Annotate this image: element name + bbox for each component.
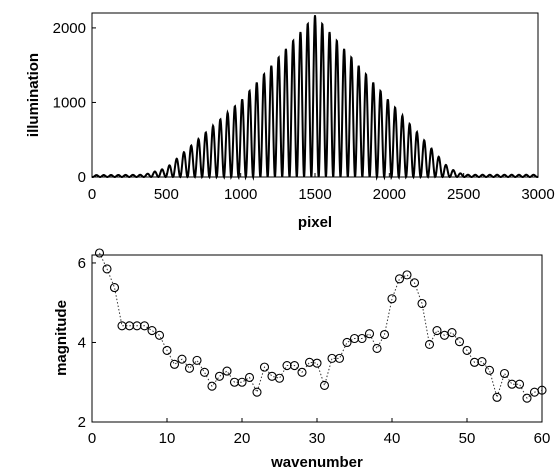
data-point [454, 337, 465, 347]
data-point [109, 283, 120, 293]
data-point [447, 327, 457, 338]
data-point [304, 357, 315, 367]
data-point [214, 371, 225, 381]
data-point [357, 333, 367, 344]
data-point [342, 337, 352, 348]
x-tick-label: 50 [459, 430, 476, 447]
data-point [297, 367, 307, 377]
data-point [432, 325, 442, 336]
data-point [417, 298, 427, 309]
data-point [252, 387, 262, 397]
y-tick-label: 4 [78, 334, 86, 351]
data-point [372, 343, 382, 353]
data-point [492, 392, 502, 402]
y-axis-label-top: illumination [25, 53, 42, 137]
illumination-line [91, 15, 539, 181]
y-tick-label: 2000 [53, 20, 86, 37]
data-point [102, 264, 112, 274]
data-point [514, 379, 525, 389]
data-point [199, 367, 210, 377]
data-point [147, 325, 157, 336]
x-tick-label: 2000 [373, 186, 406, 203]
data-point [177, 354, 187, 364]
data-point [522, 393, 532, 403]
x-ticks-top: 0 500 1000 1500 2000 2500 3000 [88, 173, 555, 203]
data-point [394, 274, 405, 284]
x-tick-label: 500 [154, 186, 179, 203]
data-point [289, 360, 300, 371]
x-tick-label: 3000 [521, 186, 554, 203]
x-tick-label: 1000 [224, 186, 257, 203]
data-point [477, 357, 487, 367]
y-axis-label-bottom: magnitude [53, 300, 70, 376]
data-point [117, 321, 127, 331]
plot-frame-bottom [91, 254, 543, 423]
data-point [387, 294, 397, 304]
x-tick-label: 40 [384, 430, 401, 447]
data-point [139, 321, 150, 331]
data-point [499, 368, 510, 379]
data-point [462, 345, 472, 355]
x-tick-label: 0 [88, 430, 96, 447]
x-tick-label: 0 [88, 186, 96, 203]
y-tick-label: 1000 [53, 94, 86, 111]
magnitude-dotted-line [99, 252, 543, 400]
y-tick-label: 6 [78, 255, 86, 272]
data-point [162, 345, 172, 355]
data-point [169, 359, 180, 369]
data-point [484, 365, 495, 375]
data-point [424, 339, 435, 350]
data-point [259, 362, 270, 372]
data-point [507, 379, 517, 389]
data-point [207, 381, 217, 391]
y-ticks-top: 0 1000 2000 [53, 20, 96, 186]
magnitude-points [94, 248, 547, 403]
x-tick-label: 1500 [298, 186, 331, 203]
y-ticks-bottom: 2 4 6 [78, 255, 96, 431]
y-tick-label: 2 [78, 414, 86, 431]
data-point [537, 385, 547, 395]
magnitude-plot: 0 10 20 30 40 50 60 2 4 6 wavenumber magnitude [53, 248, 551, 471]
x-tick-label: 20 [234, 430, 251, 447]
data-point [154, 330, 165, 340]
data-point [364, 329, 375, 339]
data-point [319, 380, 330, 390]
data-point [94, 248, 105, 258]
data-point [402, 270, 412, 280]
data-point [184, 363, 195, 373]
data-point [237, 377, 247, 387]
x-tick-label: 2500 [447, 186, 480, 203]
data-point [222, 366, 232, 376]
x-axis-label-top: pixel [298, 214, 332, 231]
data-point [312, 358, 322, 368]
data-point [267, 371, 277, 381]
illumination-plot: 0 500 1000 1500 2000 2500 3000 0 1000 2000 pixel… [25, 12, 555, 231]
data-point [244, 372, 255, 383]
data-point [274, 373, 285, 383]
y-tick-label: 0 [78, 169, 86, 186]
x-tick-label: 30 [309, 430, 326, 447]
data-point [409, 278, 420, 288]
x-axis-label-bottom: wavenumber [270, 454, 363, 471]
data-point [192, 355, 202, 365]
x-tick-label: 10 [159, 430, 176, 447]
data-point [334, 353, 345, 363]
x-ticks-bottom: 0 10 20 30 40 50 60 [88, 418, 551, 447]
x-tick-label: 60 [534, 430, 551, 447]
data-point [379, 329, 390, 340]
